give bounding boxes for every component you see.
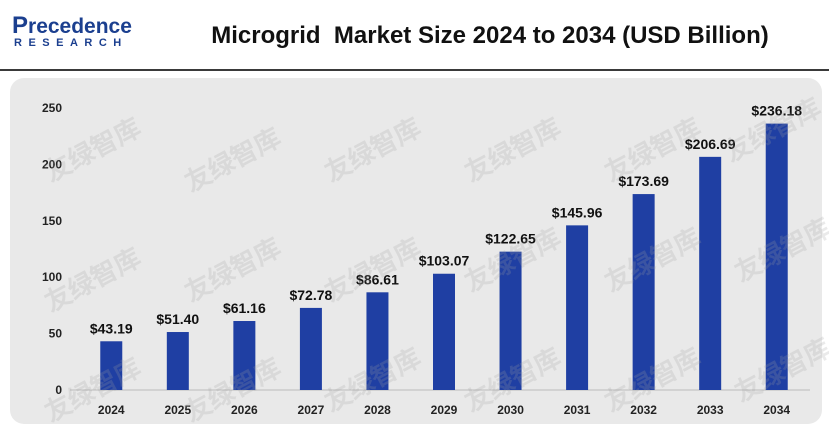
y-tick-label: 50	[49, 327, 63, 341]
x-tick-label: 2027	[298, 403, 325, 417]
y-tick-label: 150	[42, 214, 62, 228]
bar	[166, 332, 189, 390]
bar	[299, 307, 322, 390]
data-label: $173.69	[618, 173, 669, 189]
y-tick-label: 200	[42, 157, 62, 171]
x-tick-label: 2033	[697, 403, 724, 417]
bar	[433, 273, 455, 390]
logo: Precedence RESEARCH	[12, 12, 142, 56]
logo-wordmark: Precedence	[12, 12, 132, 40]
bar	[765, 123, 788, 390]
x-tick-label: 2034	[763, 403, 790, 417]
header-divider	[0, 69, 829, 71]
data-label: $51.40	[156, 311, 199, 327]
bar	[366, 292, 389, 390]
data-label: $206.69	[685, 136, 736, 152]
x-tick-label: 2029	[431, 403, 458, 417]
data-label: $43.19	[90, 320, 133, 336]
y-tick-label: 100	[42, 270, 62, 284]
bar	[632, 194, 655, 390]
bar	[100, 341, 123, 390]
x-tick-label: 2026	[231, 403, 258, 417]
x-tick-label: 2032	[630, 403, 657, 417]
data-label: $122.65	[485, 231, 536, 247]
x-tick-label: 2025	[164, 403, 191, 417]
data-label: $103.07	[419, 253, 470, 269]
data-label: $61.16	[223, 300, 266, 316]
data-label: $236.18	[751, 103, 802, 119]
data-label: $145.96	[552, 204, 603, 220]
bar-chart: 0 50 100 150 200 250 $43.19 2024 $51.40 2025 $61.1…	[42, 101, 810, 417]
logo-subtitle: RESEARCH	[14, 37, 128, 49]
chart-title: Microgrid Market Size 2024 to 2034 (USD …	[211, 22, 769, 49]
x-tick-label: 2028	[364, 403, 391, 417]
data-label: $72.78	[289, 287, 332, 303]
bar	[233, 321, 256, 390]
x-tick-label: 2024	[98, 403, 125, 417]
x-tick-label: 2030	[497, 403, 524, 417]
y-tick-label: 250	[42, 101, 62, 115]
logo-wordmark-initial: P	[12, 12, 29, 39]
x-tick-label: 2031	[564, 403, 591, 417]
bar	[499, 251, 522, 390]
logo-wordmark-rest: recedence	[28, 15, 132, 38]
bar	[699, 156, 722, 390]
data-label: $86.61	[356, 271, 399, 287]
plot-area: 0 50 100 150 200 250 $43.19 2024 $51.40 2025 $61.1…	[10, 78, 822, 424]
y-tick-label: 0	[55, 383, 62, 397]
bar	[566, 225, 589, 390]
header: Precedence RESEARCH Microgrid Market Siz…	[0, 0, 829, 71]
